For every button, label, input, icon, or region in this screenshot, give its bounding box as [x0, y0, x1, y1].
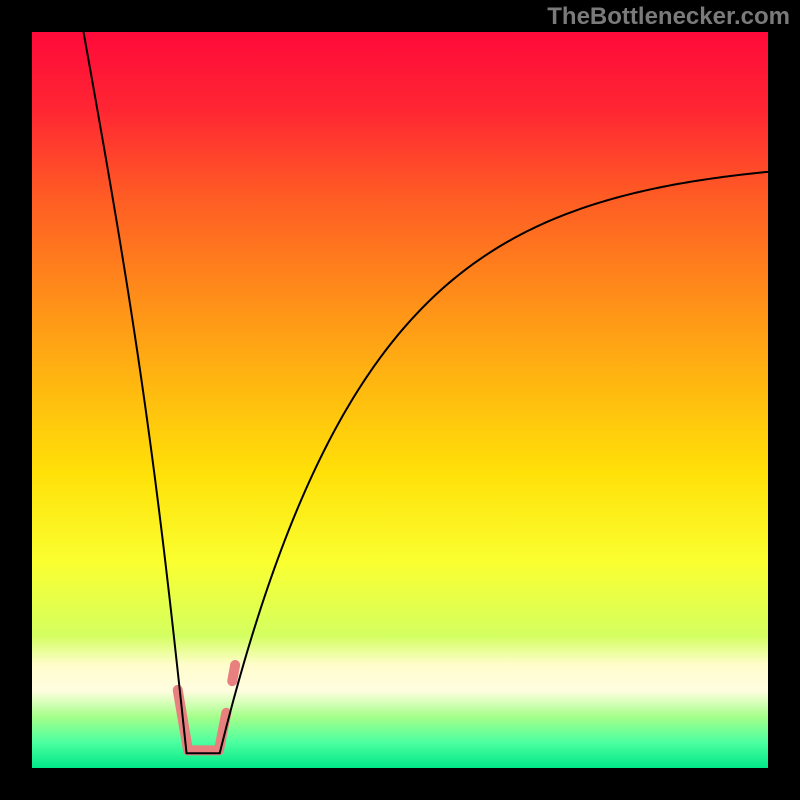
- chart-svg: TheBottlenecker.com: [0, 0, 800, 800]
- watermark-text: TheBottlenecker.com: [547, 3, 790, 30]
- plot-background: [32, 32, 768, 768]
- chart-root: TheBottlenecker.com: [0, 0, 800, 800]
- marker-segment: [232, 665, 235, 681]
